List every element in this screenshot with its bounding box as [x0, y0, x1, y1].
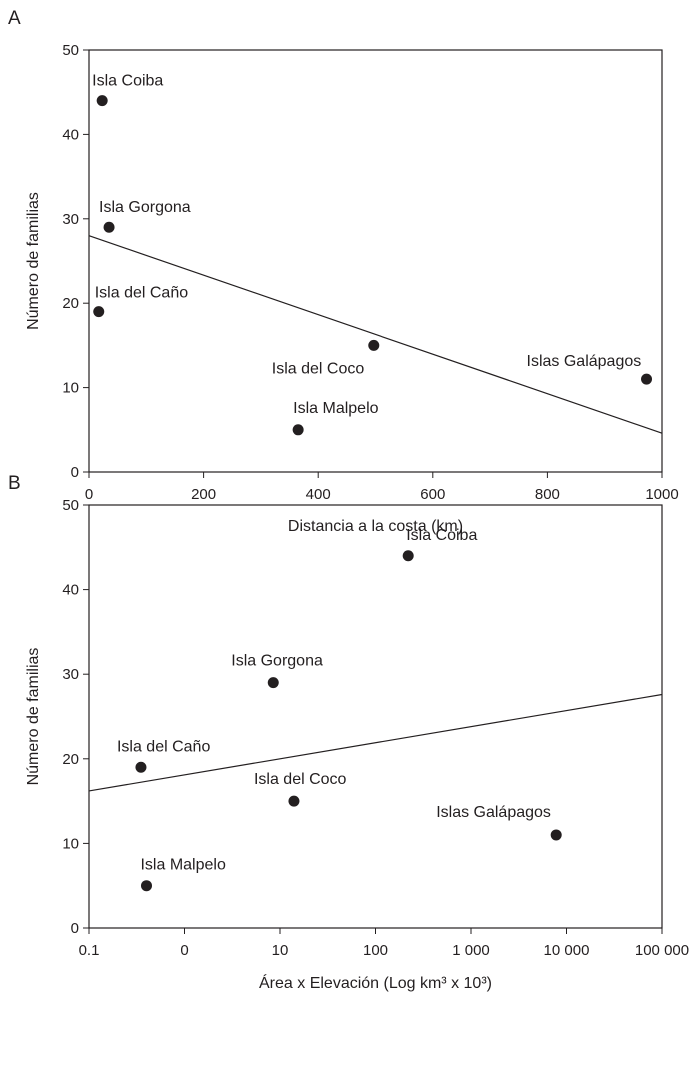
point-label: Isla del Coco — [272, 360, 365, 377]
point-label: Isla del Caño — [95, 285, 188, 302]
y-axis-title: Número de familias — [25, 192, 42, 330]
x-tick-label: 10 000 — [544, 942, 590, 959]
x-tick-label: 0 — [85, 486, 93, 503]
x-tick-label: 200 — [191, 486, 216, 503]
x-tick-label: 800 — [535, 486, 560, 503]
data-point — [402, 550, 414, 562]
data-point — [103, 221, 115, 233]
x-tick-label: 600 — [420, 486, 445, 503]
plot-frame — [88, 49, 663, 473]
point-label: Isla Gorgona — [231, 653, 323, 670]
y-tick-label: 0 — [71, 464, 79, 481]
point-label: Isla Malpelo — [140, 857, 225, 874]
x-tick-label: 1 000 — [452, 942, 490, 959]
y-tick-label: 0 — [71, 920, 79, 937]
data-point — [292, 424, 304, 436]
point-label: Isla del Coco — [254, 771, 347, 788]
point-label: Isla Malpelo — [293, 400, 378, 417]
y-tick-label: 40 — [62, 126, 79, 143]
x-axis-title: Distancia a la costa (km) — [288, 518, 463, 535]
y-tick-label: 10 — [62, 835, 79, 852]
point-label: Islas Galápagos — [436, 804, 551, 821]
x-tick-label: 1000 — [645, 486, 678, 503]
trend-line — [88, 235, 663, 434]
data-point — [140, 880, 152, 892]
y-tick-label: 50 — [62, 497, 79, 514]
y-tick-label: 40 — [62, 582, 79, 599]
x-tick-label: 100 — [363, 942, 388, 959]
data-point — [550, 829, 562, 841]
data-point — [93, 306, 105, 318]
x-tick-label: 0.1 — [79, 942, 100, 959]
panel-b: B0.1 0 10 100 1 000 10 000 100 00001020304050Á… — [8, 473, 689, 992]
x-tick-label: 0 — [180, 942, 188, 959]
data-point — [96, 95, 108, 107]
panel-a: A 0 200 400 600 800 1000 0 10 20 30 40 50 Distancia a… — [8, 8, 679, 535]
y-tick-label: 30 — [62, 211, 79, 228]
point-label: Isla del Caño — [117, 738, 210, 755]
y-tick-label: 20 — [62, 295, 79, 312]
x-tick-label: 10 — [272, 942, 289, 959]
point-label: Isla Coiba — [92, 73, 163, 90]
x-tick-label: 400 — [306, 486, 331, 503]
data-point — [641, 373, 653, 385]
y-tick-label: 20 — [62, 751, 79, 768]
x-tick-label: 100 000 — [635, 942, 689, 959]
point-label: Isla Gorgona — [99, 199, 191, 216]
point-label: Islas Galápagos — [527, 353, 642, 370]
data-point — [135, 761, 147, 773]
trend-line — [88, 693, 663, 792]
x-axis-title: Área x Elevación (Log km³ x 10³) — [259, 973, 492, 992]
panel-letter: A — [8, 8, 21, 29]
y-tick-label: 30 — [62, 666, 79, 683]
data-point — [288, 795, 300, 807]
data-point — [368, 339, 380, 351]
y-tick-label: 10 — [62, 380, 79, 397]
y-axis-title: Número de familias — [25, 648, 42, 786]
panel-letter: B — [8, 473, 21, 494]
data-point — [267, 677, 279, 689]
y-tick-label: 50 — [62, 42, 79, 59]
point-label: Isla Coiba — [406, 527, 477, 544]
